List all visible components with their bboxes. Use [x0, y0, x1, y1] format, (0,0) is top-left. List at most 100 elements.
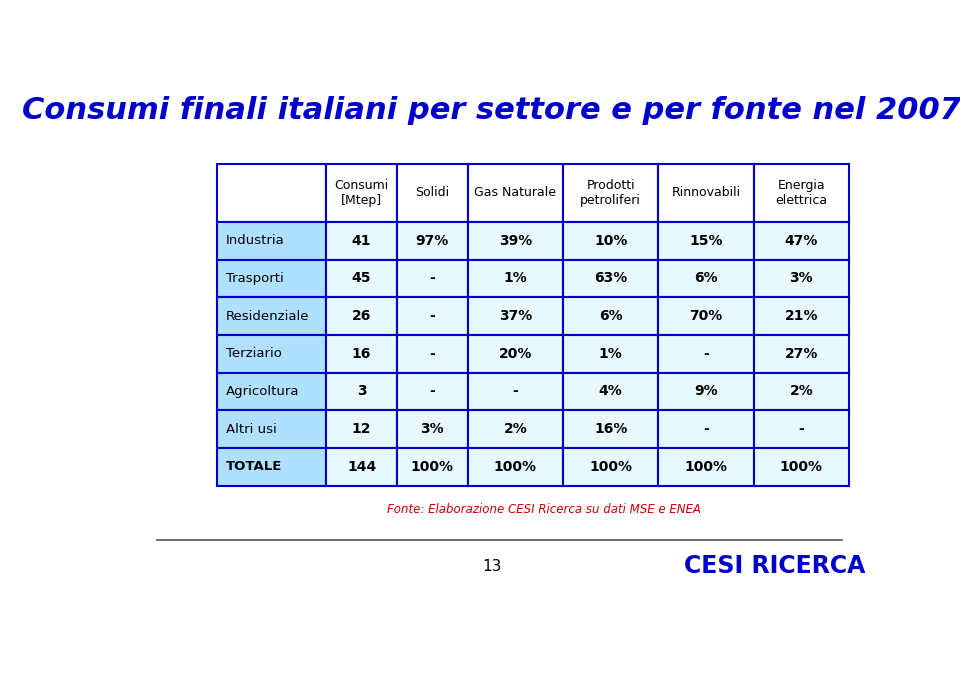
Text: 15%: 15%	[689, 234, 723, 247]
Text: 27%: 27%	[784, 346, 818, 361]
Text: 2%: 2%	[503, 422, 527, 436]
FancyBboxPatch shape	[468, 164, 563, 222]
FancyBboxPatch shape	[326, 259, 396, 297]
FancyBboxPatch shape	[659, 335, 754, 373]
FancyBboxPatch shape	[563, 335, 659, 373]
FancyBboxPatch shape	[396, 222, 468, 259]
Text: 45: 45	[351, 272, 372, 285]
Text: 63%: 63%	[594, 272, 627, 285]
FancyBboxPatch shape	[563, 373, 659, 410]
FancyBboxPatch shape	[326, 448, 396, 486]
FancyBboxPatch shape	[217, 373, 326, 410]
Text: 6%: 6%	[694, 272, 718, 285]
FancyBboxPatch shape	[563, 297, 659, 335]
FancyBboxPatch shape	[468, 222, 563, 259]
Text: 16: 16	[352, 346, 372, 361]
FancyBboxPatch shape	[396, 164, 468, 222]
Text: 47%: 47%	[784, 234, 818, 247]
Text: 70%: 70%	[689, 309, 723, 323]
Text: 100%: 100%	[411, 460, 454, 474]
Text: Industria: Industria	[226, 234, 284, 247]
Text: 1%: 1%	[599, 346, 622, 361]
Text: 26: 26	[352, 309, 372, 323]
FancyBboxPatch shape	[563, 410, 659, 448]
FancyBboxPatch shape	[217, 335, 326, 373]
FancyBboxPatch shape	[754, 410, 849, 448]
Text: 3%: 3%	[790, 272, 813, 285]
FancyBboxPatch shape	[326, 410, 396, 448]
Text: Energia
elettrica: Energia elettrica	[776, 179, 828, 207]
Text: Rinnovabili: Rinnovabili	[671, 187, 740, 200]
FancyBboxPatch shape	[659, 222, 754, 259]
FancyBboxPatch shape	[468, 259, 563, 297]
FancyBboxPatch shape	[326, 222, 396, 259]
Text: CESI RICERCA: CESI RICERCA	[684, 554, 865, 578]
FancyBboxPatch shape	[754, 164, 849, 222]
Text: Consumi
[Mtep]: Consumi [Mtep]	[334, 179, 389, 207]
Text: -: -	[429, 346, 435, 361]
Text: -: -	[513, 384, 518, 398]
Text: Fonte: Elaborazione CESI Ricerca su dati MSE e ENEA: Fonte: Elaborazione CESI Ricerca su dati…	[387, 503, 701, 516]
Text: Consumi finali italiani per settore e per fonte nel 2007: Consumi finali italiani per settore e pe…	[22, 96, 960, 125]
Text: Altri usi: Altri usi	[226, 423, 276, 435]
FancyBboxPatch shape	[217, 259, 326, 297]
Text: -: -	[429, 309, 435, 323]
FancyBboxPatch shape	[754, 373, 849, 410]
FancyBboxPatch shape	[754, 259, 849, 297]
Text: 37%: 37%	[498, 309, 532, 323]
Text: -: -	[799, 422, 804, 436]
Text: TOTALE: TOTALE	[226, 460, 282, 473]
Text: -: -	[429, 384, 435, 398]
Text: 10%: 10%	[594, 234, 627, 247]
FancyBboxPatch shape	[659, 410, 754, 448]
FancyBboxPatch shape	[217, 222, 326, 259]
FancyBboxPatch shape	[217, 164, 326, 222]
FancyBboxPatch shape	[217, 297, 326, 335]
Text: Solidi: Solidi	[415, 187, 449, 200]
Text: 9%: 9%	[694, 384, 718, 398]
Text: 41: 41	[351, 234, 372, 247]
Text: 3: 3	[357, 384, 367, 398]
Text: 100%: 100%	[780, 460, 823, 474]
Text: 144: 144	[347, 460, 376, 474]
FancyBboxPatch shape	[754, 222, 849, 259]
FancyBboxPatch shape	[468, 448, 563, 486]
Text: 1%: 1%	[503, 272, 527, 285]
FancyBboxPatch shape	[396, 410, 468, 448]
FancyBboxPatch shape	[659, 164, 754, 222]
FancyBboxPatch shape	[326, 297, 396, 335]
FancyBboxPatch shape	[468, 335, 563, 373]
FancyBboxPatch shape	[563, 448, 659, 486]
FancyBboxPatch shape	[396, 448, 468, 486]
FancyBboxPatch shape	[217, 410, 326, 448]
FancyBboxPatch shape	[468, 373, 563, 410]
Text: Agricoltura: Agricoltura	[226, 385, 300, 398]
FancyBboxPatch shape	[217, 448, 326, 486]
Text: 6%: 6%	[599, 309, 622, 323]
FancyBboxPatch shape	[659, 297, 754, 335]
FancyBboxPatch shape	[396, 373, 468, 410]
FancyBboxPatch shape	[396, 259, 468, 297]
FancyBboxPatch shape	[326, 164, 396, 222]
Text: 39%: 39%	[498, 234, 532, 247]
FancyBboxPatch shape	[396, 335, 468, 373]
FancyBboxPatch shape	[659, 259, 754, 297]
FancyBboxPatch shape	[396, 297, 468, 335]
Text: -: -	[703, 422, 708, 436]
Text: 100%: 100%	[684, 460, 728, 474]
Text: 100%: 100%	[589, 460, 632, 474]
Text: -: -	[703, 346, 708, 361]
FancyBboxPatch shape	[754, 448, 849, 486]
Text: 21%: 21%	[784, 309, 818, 323]
Text: 12: 12	[351, 422, 372, 436]
FancyBboxPatch shape	[563, 259, 659, 297]
FancyBboxPatch shape	[563, 222, 659, 259]
FancyBboxPatch shape	[468, 410, 563, 448]
Text: Residenziale: Residenziale	[226, 309, 309, 323]
FancyBboxPatch shape	[326, 335, 396, 373]
Text: 20%: 20%	[498, 346, 532, 361]
Text: -: -	[429, 272, 435, 285]
FancyBboxPatch shape	[659, 373, 754, 410]
FancyBboxPatch shape	[754, 297, 849, 335]
FancyBboxPatch shape	[754, 335, 849, 373]
